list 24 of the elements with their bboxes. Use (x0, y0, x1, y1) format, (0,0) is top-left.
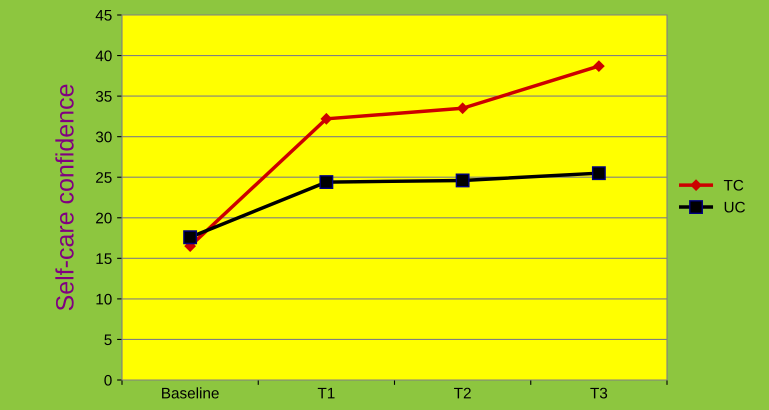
x-tick-label: T2 (454, 388, 471, 398)
y-tick-label: 25 (96, 172, 112, 183)
point (456, 174, 470, 188)
point (592, 166, 606, 180)
y-tick-label: 10 (96, 294, 112, 305)
point (457, 102, 468, 114)
legend-label: TC (724, 180, 744, 191)
y-axis-title: Self-care confidence (55, 84, 74, 310)
point (183, 230, 198, 244)
y-tick-label: 15 (96, 253, 112, 264)
y-tick-label: 45 (96, 10, 112, 21)
x-tick-label: T3 (590, 388, 608, 399)
point (593, 60, 604, 72)
y-tick-label: 5 (104, 334, 112, 346)
y-tick-label: 35 (96, 90, 112, 102)
point (319, 175, 334, 190)
point (320, 113, 332, 124)
x-tick-label: Baseline (162, 387, 219, 399)
y-tick-label: 0 (104, 374, 112, 386)
y-tick-label: 40 (96, 50, 112, 62)
x-tick-label: T1 (318, 388, 335, 398)
legend-label: UC (724, 202, 746, 213)
y-tick-label: 30 (96, 132, 112, 142)
y-tick-label: 20 (96, 212, 112, 224)
